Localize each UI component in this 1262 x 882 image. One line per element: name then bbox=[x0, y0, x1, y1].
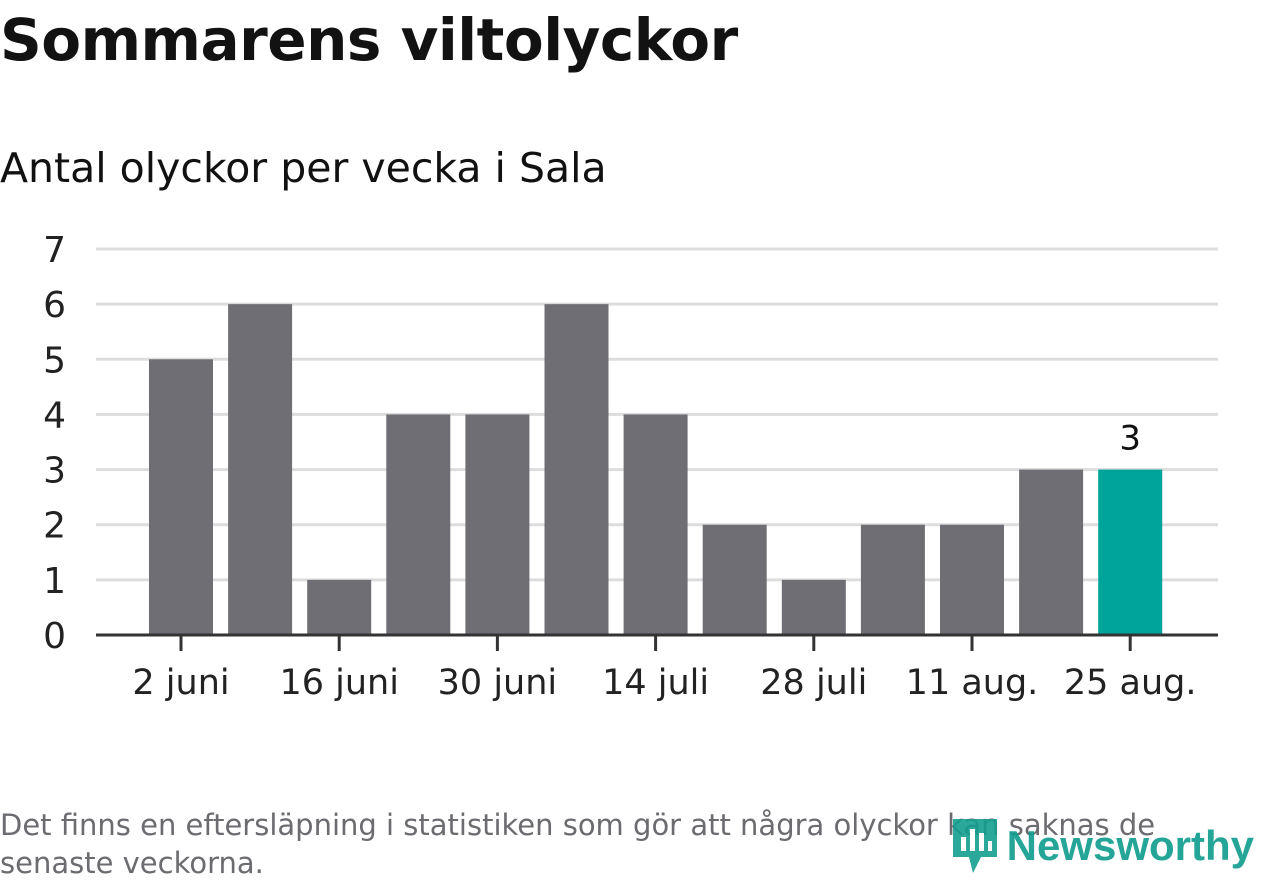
x-tick-label: 2 juni bbox=[132, 663, 229, 703]
y-tick-label: 3 bbox=[43, 451, 66, 492]
y-tick-label: 1 bbox=[43, 561, 66, 602]
y-tick-label: 5 bbox=[43, 340, 66, 381]
labels: 0 1 2 3 4 5 6 7 3 2 juni 16 juni 30 juni 14 juli 28 j… bbox=[43, 230, 1196, 703]
y-tick-label: 6 bbox=[43, 285, 66, 326]
x-tick-label: 25 aug. bbox=[1064, 663, 1197, 703]
newsworthy-logo-icon bbox=[952, 819, 997, 873]
x-tick-label: 30 juni bbox=[438, 663, 557, 703]
x-tick-label: 11 aug. bbox=[906, 663, 1039, 703]
bar bbox=[781, 579, 846, 635]
bar bbox=[1019, 469, 1084, 635]
bar bbox=[940, 524, 1004, 635]
bar-chart: 0 1 2 3 4 5 6 7 3 2 juni 16 juni 30 juni 14 juli 28 j… bbox=[43, 230, 1218, 703]
bar bbox=[623, 414, 688, 635]
chart-title: Sommarens viltolyckor bbox=[0, 6, 738, 74]
bar bbox=[228, 304, 293, 635]
x-tick-label: 28 juli bbox=[760, 663, 867, 703]
bar bbox=[386, 414, 451, 635]
chart-subtitle: Antal olyckor per vecka i Sala bbox=[0, 144, 607, 192]
brand-name: Newsworthy bbox=[1006, 822, 1254, 869]
bars bbox=[149, 304, 1163, 635]
x-tick-label: 14 juli bbox=[602, 663, 709, 703]
bar bbox=[544, 304, 609, 635]
bar bbox=[1098, 469, 1163, 635]
bar bbox=[149, 359, 213, 635]
y-tick-label: 2 bbox=[43, 506, 66, 547]
y-tick-label: 7 bbox=[43, 230, 66, 271]
y-tick-label: 4 bbox=[43, 395, 66, 436]
bar bbox=[465, 414, 530, 635]
y-tick-label: 0 bbox=[43, 616, 66, 657]
data-label: 3 bbox=[1119, 419, 1141, 459]
newsworthy-logo: Newsworthy bbox=[951, 815, 1254, 877]
bar bbox=[307, 579, 372, 635]
x-tick-label: 16 juni bbox=[279, 663, 398, 703]
bar bbox=[702, 524, 767, 635]
axes bbox=[96, 633, 1218, 651]
bar bbox=[860, 524, 925, 635]
